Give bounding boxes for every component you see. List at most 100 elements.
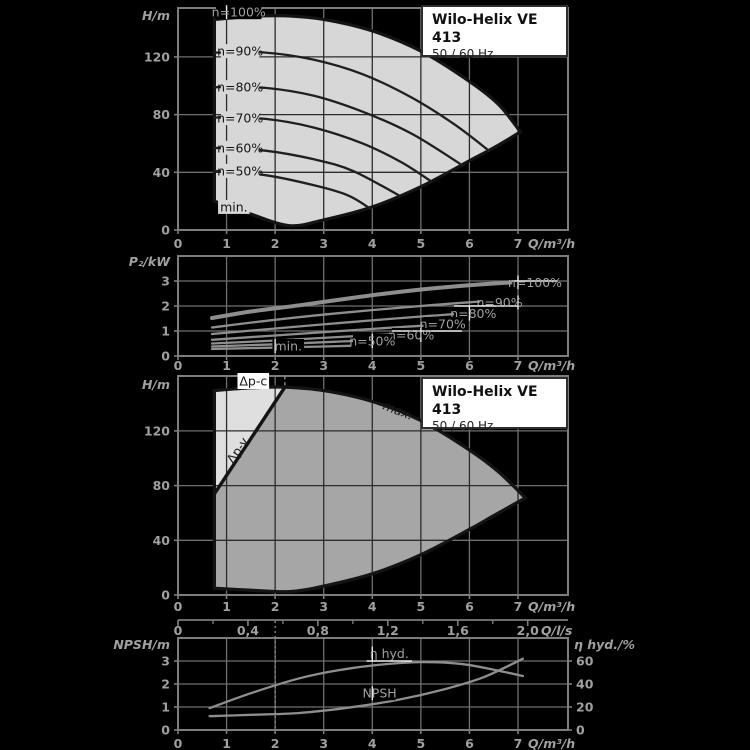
curve-label: n=100% [212, 5, 266, 20]
tick-label: 1,6 [447, 623, 469, 638]
x-tick-label: 6 [465, 358, 474, 373]
label-text: n=50% [349, 334, 395, 349]
label-mask [220, 80, 260, 95]
x-tick-label: 7 [514, 236, 523, 251]
x-axis-unit-label: Q/m³/h [528, 736, 575, 750]
label-mask [366, 646, 412, 661]
x-tick-label: 0 [174, 236, 183, 251]
y-right-tick-label: 0 [576, 723, 585, 738]
curve-NPSH [208, 657, 525, 718]
x-tick-label: 7 [514, 736, 523, 750]
curve-n=80% [213, 85, 464, 167]
title-box-top-chart: Wilo-Helix VE 413 50 / 60 Hz [421, 5, 568, 61]
curve-label: n=70% [420, 317, 466, 332]
x-axis-unit-label: Q/m³/h [528, 236, 575, 251]
y-tick-label: 0 [161, 588, 170, 603]
y-tick-label: 3 [161, 274, 170, 289]
tick-label: 1,2 [377, 623, 399, 638]
axes: 0 1 2 3 4 5 6 7 Q/m³/h 0 1 2 3 P₂/kW [129, 254, 576, 373]
curve-label: n=60% [217, 140, 263, 155]
y-tick-label: 1 [161, 700, 170, 715]
label-text: n=90% [217, 44, 263, 59]
y-axis-unit-label: P₂/kW [129, 254, 172, 269]
y-tick-label: 120 [144, 423, 170, 438]
y-tick-label: 80 [153, 478, 171, 493]
label-text: n=60% [388, 328, 434, 343]
axis-unit-label: Q/l/s [541, 623, 572, 638]
y-tick-label: 40 [153, 165, 171, 180]
x-tick-label: 4 [368, 236, 377, 251]
curve-label: n=100% [508, 275, 562, 290]
axes: 0 1 2 3 4 5 6 7 Q/m³/h 0 40 80 120 H/m [142, 377, 575, 614]
curve-label: η hyd. [366, 646, 412, 662]
label-mask [237, 372, 270, 389]
label-text: n=50% [217, 163, 263, 178]
label-mask [423, 317, 462, 331]
x-tick-label: 0 [174, 358, 183, 373]
label-text: min. [220, 199, 248, 214]
y-tick-label: 2 [161, 677, 170, 692]
x-tick-label: 5 [417, 236, 426, 251]
x-tick-label: 5 [417, 736, 426, 750]
x-tick-label: 5 [417, 599, 426, 614]
y-axis-unit-label: H/m [142, 8, 170, 23]
pump-model-title: Wilo-Helix VE 413 [432, 384, 538, 418]
label-text: n=70% [420, 317, 466, 332]
curve-label: n=50% [217, 163, 263, 178]
curve-label: n=80% [217, 80, 263, 95]
y-tick-label: 3 [161, 654, 170, 669]
curve-label: n=90% [217, 44, 263, 59]
title-box-range-chart: Wilo-Helix VE 413 50 / 60 Hz [421, 377, 568, 433]
label-mask [512, 275, 558, 290]
x-tick-label: 1 [222, 599, 231, 614]
x-tick-label: 0 [174, 599, 183, 614]
curve-η hyd. [208, 660, 525, 710]
pump-frequency-subtitle: 50 / 60 Hz [432, 47, 494, 61]
dp-v-boundary-line [213, 386, 287, 495]
x-tick-label: 0 [174, 736, 183, 750]
x-tick-label: 3 [319, 599, 328, 614]
axes: 0 1 2 3 4 5 6 7 Q/m³/h 0 40 80 120 H/m [142, 8, 575, 251]
y-tick-label: 40 [153, 533, 171, 548]
curve-label: NPSH [362, 686, 396, 701]
envelope-outline [212, 385, 528, 594]
x-tick-label: 6 [465, 236, 474, 251]
label-text: n=100% [212, 5, 266, 20]
curve-label: min. [272, 339, 305, 354]
chart-p2_q: n=100%n=90%n=80%n=70%n=60%n=50%min.0 1 2 3 4… [129, 254, 576, 373]
tick-label: 0,8 [307, 623, 329, 638]
y-right-unit-label: η hyd./% [574, 637, 635, 652]
label-text: n=80% [217, 80, 263, 95]
curve-label: n=50% [349, 334, 395, 349]
x-tick-label: 2 [271, 599, 280, 614]
tick-label: 0,4 [237, 623, 259, 638]
y-right-tick-label: 20 [576, 700, 594, 715]
y-tick-label: 0 [161, 223, 170, 238]
x-tick-label: 6 [465, 736, 474, 750]
label-text: NPSH [362, 686, 396, 701]
y-axis-unit-label: H/m [142, 377, 170, 392]
x-tick-label: 1 [222, 736, 231, 750]
x-tick-label: 4 [368, 736, 377, 750]
curve-label: Δp-c [237, 372, 270, 389]
q-ls-axis: 0 0,4 0,8 1,2 1,6 2,0 Q/l/s [174, 619, 572, 638]
x-axis-unit-label: Q/m³/h [528, 599, 575, 614]
label-text: Δp-c [239, 373, 267, 388]
label-mask [218, 199, 250, 214]
label-mask [220, 111, 260, 126]
curve-label: n=60% [388, 328, 434, 343]
label-mask [216, 5, 262, 20]
y-tick-label: 80 [153, 107, 171, 122]
x-tick-label: 1 [222, 358, 231, 373]
x-tick-label: 3 [319, 236, 328, 251]
x-tick-label: 4 [368, 358, 377, 373]
curve-n=90% [213, 50, 491, 152]
x-tick-label: 2 [271, 358, 280, 373]
curve-label: min. [218, 199, 250, 214]
pump-frequency-subtitle: 50 / 60 Hz [432, 419, 494, 433]
x-axis-unit-label: Q/m³/h [528, 358, 575, 373]
tick-label: 0 [174, 623, 183, 638]
label-text: n=70% [217, 111, 263, 126]
